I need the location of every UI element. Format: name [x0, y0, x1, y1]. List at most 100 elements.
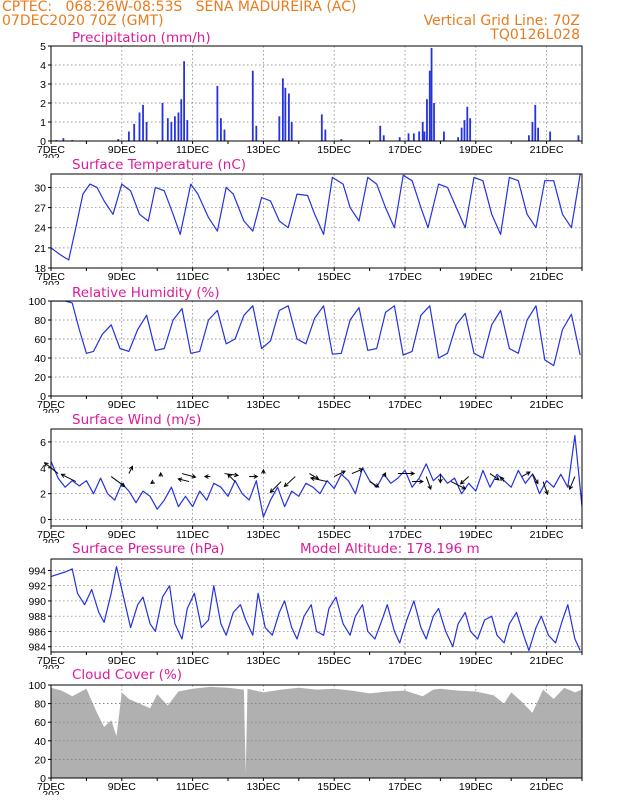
- x-year-label: 202: [42, 663, 60, 675]
- panel-3: 0 2 4 6 7DEC 9DEC 11DEC 13DEC 15DEC 17DEC 19DEC 21D…: [37, 412, 583, 549]
- y-tick-label: 2: [40, 489, 46, 501]
- x-tick-label: 15DEC: [317, 529, 351, 541]
- grid-line-note: Vertical Grid Line: 70Z: [423, 13, 580, 29]
- precip-bar: [421, 122, 424, 141]
- x-tick-label: 13DEC: [246, 144, 280, 156]
- precip-bar: [382, 135, 385, 141]
- panel-title: Surface Wind (m/s): [72, 412, 201, 428]
- x-tick-label: 17DEC: [388, 529, 422, 541]
- model-code: TQ0126L028: [490, 27, 580, 43]
- precip-bar: [398, 137, 401, 141]
- y-tick-label: 992: [28, 581, 46, 593]
- wind-arrow: [177, 477, 190, 483]
- wind-arrow: [438, 473, 443, 484]
- panel-5: 0 20 40 60 80 100 7DEC 9DEC 11DEC 13DEC 15DEC 17DEC…: [28, 667, 583, 795]
- y-tick-label: 30: [34, 182, 46, 194]
- x-tick-label: 13DEC: [246, 529, 280, 541]
- x-tick-label: 9DEC: [108, 655, 136, 667]
- y-tick-label: 40: [34, 736, 46, 748]
- station-header: CPTEC: 068:26W-08:53S SENA MADUREIRA (AC…: [2, 0, 357, 15]
- x-tick-label: 13DEC: [246, 399, 280, 411]
- x-tick-label: 13DEC: [246, 781, 280, 793]
- precip-bar: [463, 120, 466, 141]
- x-tick-label: 11DEC: [176, 529, 209, 541]
- precip-bar: [281, 78, 284, 141]
- panel-frame: [50, 684, 583, 779]
- precip-bar: [161, 103, 164, 141]
- precip-bar: [138, 112, 141, 141]
- precip-bar: [426, 99, 428, 141]
- precip-bar: [290, 122, 293, 141]
- x-tick-label: 15DEC: [317, 144, 351, 156]
- wind-arrow: [158, 471, 164, 477]
- model-altitude-annotation: Model Altitude: 178.196 m: [300, 541, 480, 557]
- y-tick-label: 18: [34, 263, 46, 275]
- y-tick-label: 60: [34, 717, 46, 729]
- y-tick-label: 0: [40, 773, 46, 785]
- precip-bar: [407, 133, 410, 141]
- x-tick-label: 15DEC: [317, 399, 351, 411]
- y-tick-label: 0: [40, 515, 46, 527]
- x-tick-label: 7DEC: [37, 399, 65, 411]
- precip-bar: [174, 116, 176, 141]
- y-tick-label: 24: [34, 223, 46, 235]
- x-year-label: 202: [42, 407, 60, 419]
- wind-arrow: [224, 472, 239, 478]
- precip-bar: [166, 118, 169, 141]
- humidity-line: [51, 301, 581, 367]
- y-tick-label: 986: [28, 626, 46, 638]
- wind-arrow: [397, 471, 416, 476]
- wind-arrow: [369, 481, 380, 488]
- x-tick-label: 17DEC: [388, 399, 422, 411]
- y-tick-label: 100: [28, 680, 46, 692]
- wind-arrow: [381, 472, 387, 477]
- x-tick-label: 19DEC: [459, 781, 493, 793]
- precip-bar: [183, 61, 186, 142]
- cloud-cover-area: [51, 686, 582, 778]
- x-tick-label: 19DEC: [459, 144, 493, 156]
- precip-bar: [418, 131, 421, 141]
- wind-arrow: [425, 476, 432, 491]
- x-year-label: 202: [42, 537, 60, 549]
- x-tick-label: 13DEC: [246, 271, 280, 283]
- precip-bar: [117, 139, 120, 141]
- y-tick-label: 1: [40, 117, 46, 129]
- precip-bar: [340, 139, 343, 141]
- panel-title: Precipitation (mm/h): [72, 30, 211, 46]
- x-tick-label: 15DEC: [317, 271, 351, 283]
- wind-arrow: [60, 473, 77, 483]
- wind-arrow: [203, 474, 211, 479]
- panel-2: 0 20 40 60 80 100 7DEC 9DEC 11DEC 13DEC 15DEC 17DEC…: [28, 285, 583, 419]
- x-tick-label: 17DEC: [388, 781, 422, 793]
- wind-arrow: [309, 476, 328, 483]
- y-tick-label: 2: [40, 98, 46, 110]
- panel-title: Surface Temperature (nC): [72, 157, 246, 173]
- precip-bar: [142, 104, 144, 141]
- y-tick-label: 4: [40, 60, 46, 72]
- precip-bar: [223, 129, 226, 141]
- precip-bar: [460, 127, 463, 141]
- wind-arrow: [542, 481, 549, 496]
- y-tick-label: 80: [34, 315, 46, 327]
- wind-arrow: [261, 468, 266, 474]
- precip-bar: [284, 87, 287, 141]
- panel-title: Cloud Cover (%): [72, 667, 182, 683]
- precip-bar: [466, 106, 469, 141]
- x-tick-label: 9DEC: [108, 144, 136, 156]
- precip-bar: [287, 93, 290, 141]
- x-tick-label: 15DEC: [317, 655, 351, 667]
- wind-arrow: [128, 465, 134, 474]
- wind-arrow: [412, 479, 424, 484]
- precip-bar: [443, 131, 445, 141]
- wind-arrow: [450, 481, 467, 490]
- y-tick-label: 27: [34, 203, 46, 215]
- precip-bar: [412, 133, 415, 141]
- x-tick-label: 11DEC: [176, 781, 209, 793]
- wind-arrow: [269, 481, 282, 494]
- precip-bar: [428, 70, 431, 141]
- x-tick-label: 7DEC: [37, 271, 65, 283]
- wind-arrow: [150, 479, 155, 484]
- y-tick-label: 20: [34, 372, 46, 384]
- x-year-label: 202: [42, 152, 60, 164]
- wind-arrow: [333, 470, 346, 478]
